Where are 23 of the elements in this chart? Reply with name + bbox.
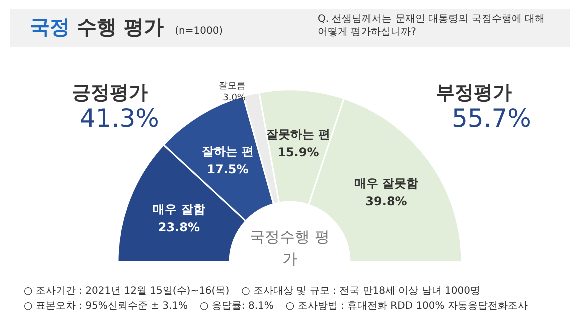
text: 55.7% <box>452 104 532 133</box>
data-label: 23.8% <box>158 220 200 235</box>
data-label: 15.9% <box>278 145 320 160</box>
text: ○ 조사기간 : 2021년 12월 15일(수)~16(목) <box>24 285 230 298</box>
text: 41.3% <box>80 104 160 133</box>
text: 긍정평가 <box>72 81 148 106</box>
chart-subtitle: (n=1000) <box>174 26 224 37</box>
slice-label: 매우 잘못함 <box>354 176 419 190</box>
data-label: 3.0% <box>223 93 246 104</box>
text: Q. 선생님께서는 문재인 대통령의 국정수행에 대해 어떻게 평가하십니까? <box>318 13 546 39</box>
text: ○ 조사방법 : 휴대전화 RDD 100% 자동응답전화조사 <box>286 300 528 313</box>
text: 부정평가 <box>436 81 512 106</box>
text: ○ 표본오차 : 95%신뢰수준 ± 3.1% <box>24 300 188 313</box>
slice-label: 잘하는 편 <box>202 144 254 158</box>
text: ○ 응답률: 8.1% <box>200 300 274 313</box>
text: 국정수행 평가 <box>250 227 330 270</box>
data-label: 39.8% <box>366 194 408 208</box>
slice-label: 잘못하는 편 <box>266 127 330 142</box>
chart-title: 국정 수행 평가 <box>30 15 164 39</box>
slice-label: 매우 잘함 <box>153 202 206 217</box>
text: ○ 조사대상 및 규모 : 전국 만18세 이상 남녀 1000명 <box>242 285 480 298</box>
data-label: 17.5% <box>207 162 249 176</box>
slice-label: 잘모름 <box>218 81 246 92</box>
